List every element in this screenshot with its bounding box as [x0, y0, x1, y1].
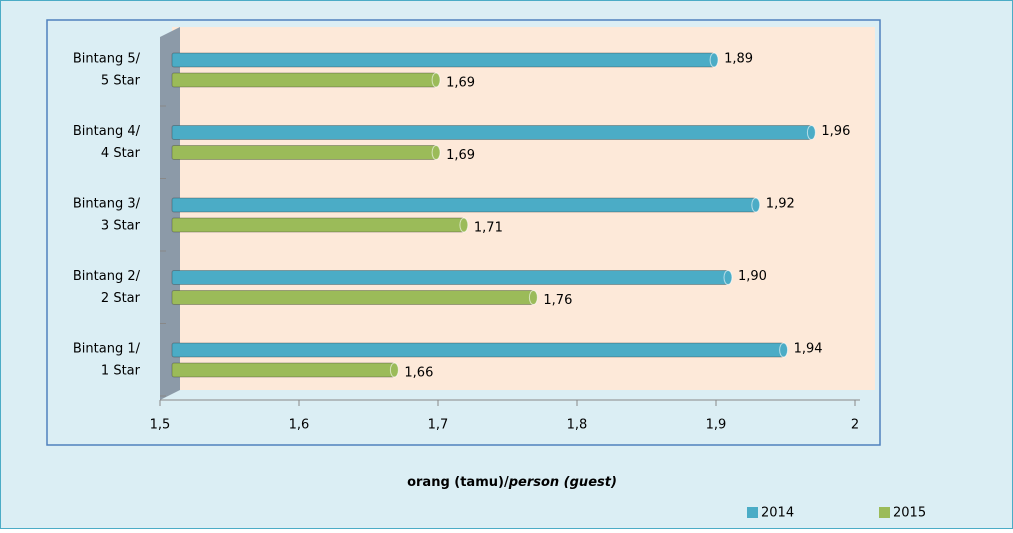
- bar: [171, 217, 465, 233]
- y-tick-label: 2 Star: [101, 291, 141, 306]
- bar: [171, 72, 437, 88]
- bar-cap: [431, 145, 441, 160]
- bar-cap: [723, 270, 733, 285]
- legend-swatch: [747, 507, 758, 518]
- bar-cap: [528, 290, 538, 305]
- legend-label: 2015: [893, 506, 926, 521]
- x-tick-label: 1,9: [706, 418, 727, 433]
- y-tick-label: Bintang 5/: [73, 52, 141, 67]
- axis-wall: [160, 27, 180, 400]
- value-label: 1,71: [474, 221, 503, 236]
- y-tick-label: Bintang 1/: [73, 342, 141, 357]
- legend-label: 2014: [761, 506, 794, 521]
- value-label: 1,69: [446, 148, 475, 163]
- y-tick-label: Bintang 2/: [73, 269, 141, 284]
- bar-cap: [459, 217, 469, 233]
- legend-swatch: [879, 507, 890, 518]
- bar: [171, 290, 534, 305]
- bar-cap: [779, 342, 789, 358]
- y-tick-label: 4 Star: [101, 146, 141, 161]
- bar: [171, 362, 395, 378]
- y-tick-label: 1 Star: [101, 364, 141, 379]
- y-tick-label: Bintang 4/: [73, 124, 141, 139]
- y-tick-label: 5 Star: [101, 74, 141, 89]
- bar-cap: [431, 72, 441, 88]
- value-label: 1,96: [821, 124, 850, 139]
- x-tick-label: 1,8: [567, 418, 588, 433]
- x-tick-label: 1,5: [150, 418, 171, 433]
- bar-cap: [709, 52, 719, 68]
- x-tick-label: 2: [851, 418, 859, 433]
- bar: [171, 270, 729, 285]
- value-label: 1,89: [724, 52, 753, 67]
- value-label: 1,90: [738, 269, 767, 284]
- x-axis-label-part: orang (tamu)/: [407, 475, 509, 490]
- bar: [171, 125, 812, 140]
- value-label: 1,69: [446, 76, 475, 91]
- bar: [171, 197, 757, 213]
- y-tick-label: Bintang 3/: [73, 197, 141, 212]
- value-label: 1,76: [543, 293, 572, 308]
- bar-cap: [389, 362, 399, 378]
- bar: [171, 145, 437, 160]
- value-label: 1,66: [404, 366, 433, 381]
- bar-cap: [806, 125, 816, 140]
- bar: [171, 52, 715, 68]
- x-tick-label: 1,7: [428, 418, 449, 433]
- x-tick-label: 1,6: [289, 418, 310, 433]
- bar-cap: [751, 197, 761, 213]
- y-tick-label: 3 Star: [101, 219, 141, 234]
- value-label: 1,94: [794, 342, 823, 357]
- x-axis-label-part: person (guest): [508, 475, 617, 490]
- value-label: 1,92: [766, 197, 795, 212]
- bar: [171, 342, 785, 358]
- x-axis-label: orang (tamu)/person (guest): [407, 475, 617, 490]
